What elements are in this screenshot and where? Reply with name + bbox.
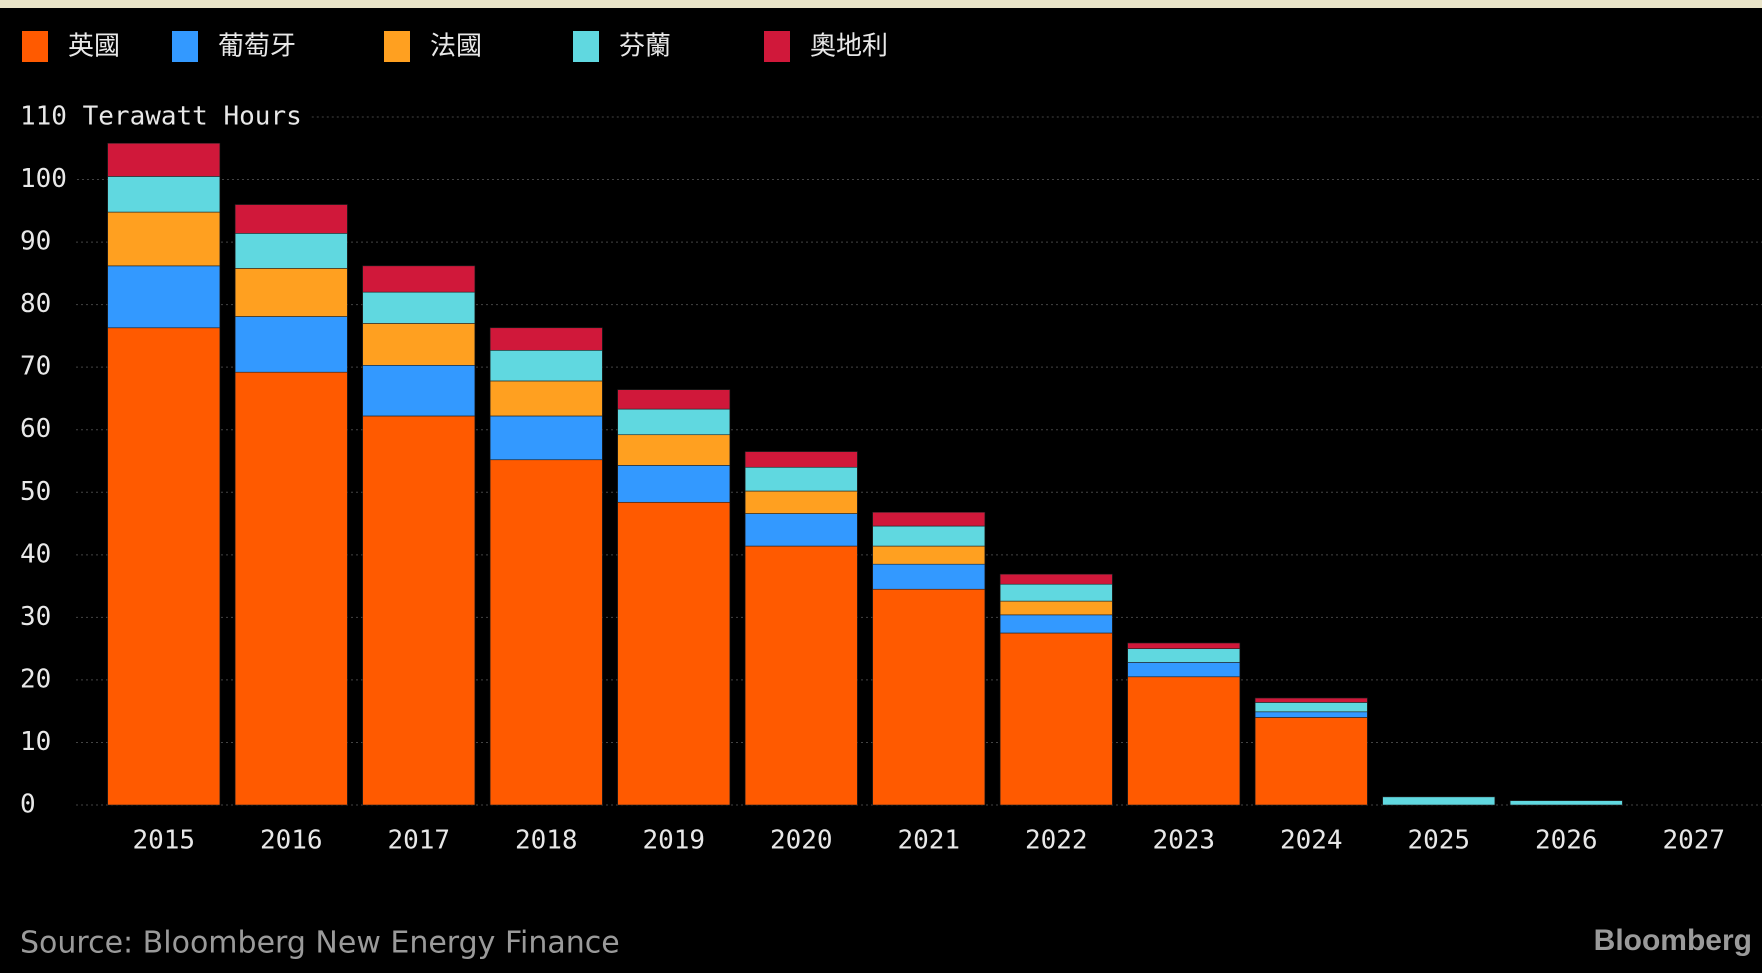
x-tick-label: 2020 bbox=[770, 826, 833, 856]
legend-swatch bbox=[764, 31, 790, 62]
bar-segment bbox=[1127, 642, 1241, 649]
x-tick-label: 2017 bbox=[387, 826, 450, 856]
bar-segment bbox=[234, 233, 348, 269]
x-tick-label: 2027 bbox=[1662, 826, 1725, 856]
bar-segment bbox=[1254, 697, 1368, 703]
bar-segment bbox=[872, 588, 986, 806]
source: Source: Bloomberg New Energy Finance bbox=[20, 926, 620, 961]
x-tick-label: 2025 bbox=[1407, 826, 1470, 856]
bar-segment bbox=[1382, 796, 1496, 806]
y-tick-label: 100 bbox=[20, 164, 67, 194]
x-tick-label: 2018 bbox=[515, 826, 578, 856]
bar-segment bbox=[872, 511, 986, 527]
bar-segment bbox=[999, 600, 1113, 616]
bar-segment bbox=[1254, 702, 1368, 713]
y-tick-label: 90 bbox=[20, 227, 51, 257]
legend-swatch bbox=[172, 31, 198, 62]
bar-segment bbox=[617, 434, 731, 466]
bar-segment bbox=[107, 142, 221, 177]
bar-segment bbox=[999, 632, 1113, 806]
legend-label: 英國 bbox=[68, 32, 120, 62]
bar-segment bbox=[617, 501, 731, 806]
legend-label: 葡萄牙 bbox=[218, 32, 296, 62]
bar-segment bbox=[744, 451, 858, 468]
bar-segment bbox=[872, 545, 986, 565]
x-tick-label: 2026 bbox=[1535, 826, 1598, 856]
bar-segment bbox=[489, 459, 603, 806]
x-tick-label: 2023 bbox=[1152, 826, 1215, 856]
bar-segment bbox=[234, 268, 348, 317]
x-tick-label: 2016 bbox=[260, 826, 323, 856]
bar-segment bbox=[744, 490, 858, 514]
bar-segment bbox=[1127, 662, 1241, 678]
bar-segment bbox=[489, 327, 603, 351]
bar-segment bbox=[489, 380, 603, 417]
y-tick-label: 110 Terawatt Hours bbox=[20, 102, 302, 132]
legend-label: 奧地利 bbox=[810, 32, 888, 62]
bar-segment bbox=[617, 408, 731, 436]
bar-segment bbox=[744, 545, 858, 806]
bar-segment bbox=[362, 365, 476, 417]
bar-segment bbox=[489, 415, 603, 461]
y-tick-label: 0 bbox=[20, 790, 36, 820]
bar-segment bbox=[362, 291, 476, 324]
bar-segment bbox=[362, 415, 476, 806]
bar-segment bbox=[999, 573, 1113, 585]
x-tick-label: 2019 bbox=[642, 826, 705, 856]
x-tick-label: 2021 bbox=[897, 826, 960, 856]
bar-segment bbox=[744, 466, 858, 492]
bar-segment bbox=[362, 265, 476, 293]
x-tick-label: 2022 bbox=[1025, 826, 1088, 856]
top-border bbox=[0, 0, 1762, 8]
y-tick-label: 70 bbox=[20, 352, 51, 382]
x-tick-label: 2024 bbox=[1280, 826, 1343, 856]
bar-segment bbox=[1509, 800, 1623, 806]
bar-segment bbox=[107, 327, 221, 806]
y-tick-label: 60 bbox=[20, 414, 51, 444]
y-tick-label: 10 bbox=[20, 727, 51, 757]
y-tick-label: 30 bbox=[20, 602, 51, 632]
bar-segment bbox=[872, 525, 986, 547]
legend-label: 芬蘭 bbox=[619, 32, 671, 62]
legend-swatch bbox=[22, 31, 48, 62]
bar-segment bbox=[107, 265, 221, 329]
bar-segment bbox=[234, 204, 348, 234]
bar-segment bbox=[489, 349, 603, 382]
y-tick-label: 80 bbox=[20, 289, 51, 319]
y-tick-label: 50 bbox=[20, 477, 51, 507]
bar-segment bbox=[234, 371, 348, 806]
y-tick-label: 40 bbox=[20, 539, 51, 569]
bar-segment bbox=[107, 176, 221, 213]
bar-segment bbox=[362, 323, 476, 366]
bar-segment bbox=[999, 614, 1113, 634]
bar-segment bbox=[617, 465, 731, 503]
bar-segment bbox=[107, 211, 221, 267]
y-tick-label: 20 bbox=[20, 664, 51, 694]
bar-segment bbox=[1127, 648, 1241, 663]
bar-segment bbox=[872, 563, 986, 590]
bar-segment bbox=[617, 389, 731, 410]
legend-label: 法國 bbox=[430, 32, 482, 62]
legend-swatch bbox=[384, 31, 410, 62]
brand: Bloomberg bbox=[1594, 924, 1752, 957]
bar-segment bbox=[999, 583, 1113, 602]
bar-segment bbox=[234, 316, 348, 373]
bar-segment bbox=[744, 513, 858, 547]
x-tick-label: 2015 bbox=[132, 826, 195, 856]
bar-segment bbox=[1254, 717, 1368, 806]
bar-segment bbox=[1254, 711, 1368, 718]
bar-segment bbox=[1127, 676, 1241, 806]
legend-swatch bbox=[573, 31, 599, 62]
